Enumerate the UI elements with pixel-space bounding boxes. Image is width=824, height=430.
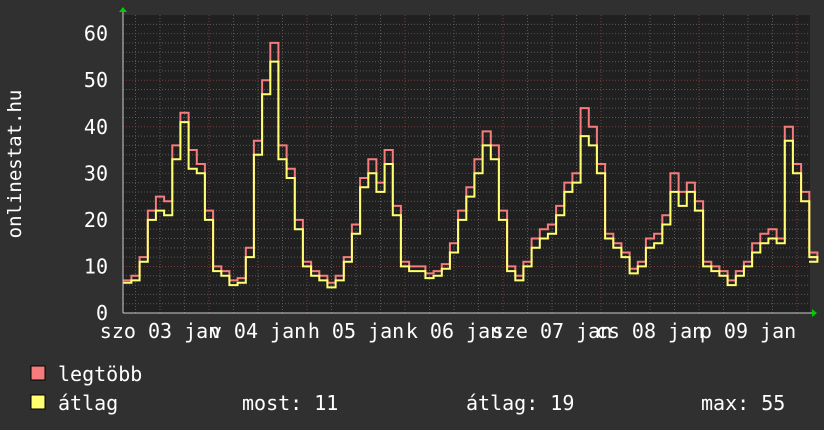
y-tick-label: 60 [84,22,108,46]
x-tick-label: p 09 jan [700,319,796,343]
series-line-0 [123,41,819,284]
series-line-1 [123,60,819,289]
legend-label-legtobb: legtöbb [58,362,142,386]
y-tick-label: 20 [84,208,108,232]
y-axis-arrow-icon [119,7,127,12]
stat-max: max: 55 [701,391,785,415]
legend-label-atlag: átlag [58,391,118,415]
y-tick-label: 40 [84,115,108,139]
legend-swatch-atlag [30,394,46,410]
y-tick-label: 30 [84,161,108,185]
x-tick-label: h 05 jan [308,319,404,343]
stat-most: most: 11 [242,391,338,415]
x-tick-label: sze 07 jan [492,319,612,343]
y-tick-label: 0 [96,301,108,325]
x-axis-arrow-icon [812,309,817,317]
plot-area [123,15,810,313]
stat-atlag: átlag: 19 [466,391,574,415]
y-tick-labels: 0 10 20 30 40 50 60 [84,22,108,325]
y-axis-label: onlinestat.hu [4,90,26,239]
y-tick-label: 10 [84,254,108,278]
series-lines [123,41,819,289]
y-tick-label: 50 [84,68,108,92]
x-tick-label: szo 03 jan [100,319,220,343]
grid [123,15,810,313]
legend-swatch-legtobb [30,365,46,381]
x-tick-label: cs 08 jan [596,319,704,343]
x-tick-label: v 04 jan [210,319,306,343]
x-tick-label: k 06 jan [406,319,502,343]
axes [119,7,817,317]
